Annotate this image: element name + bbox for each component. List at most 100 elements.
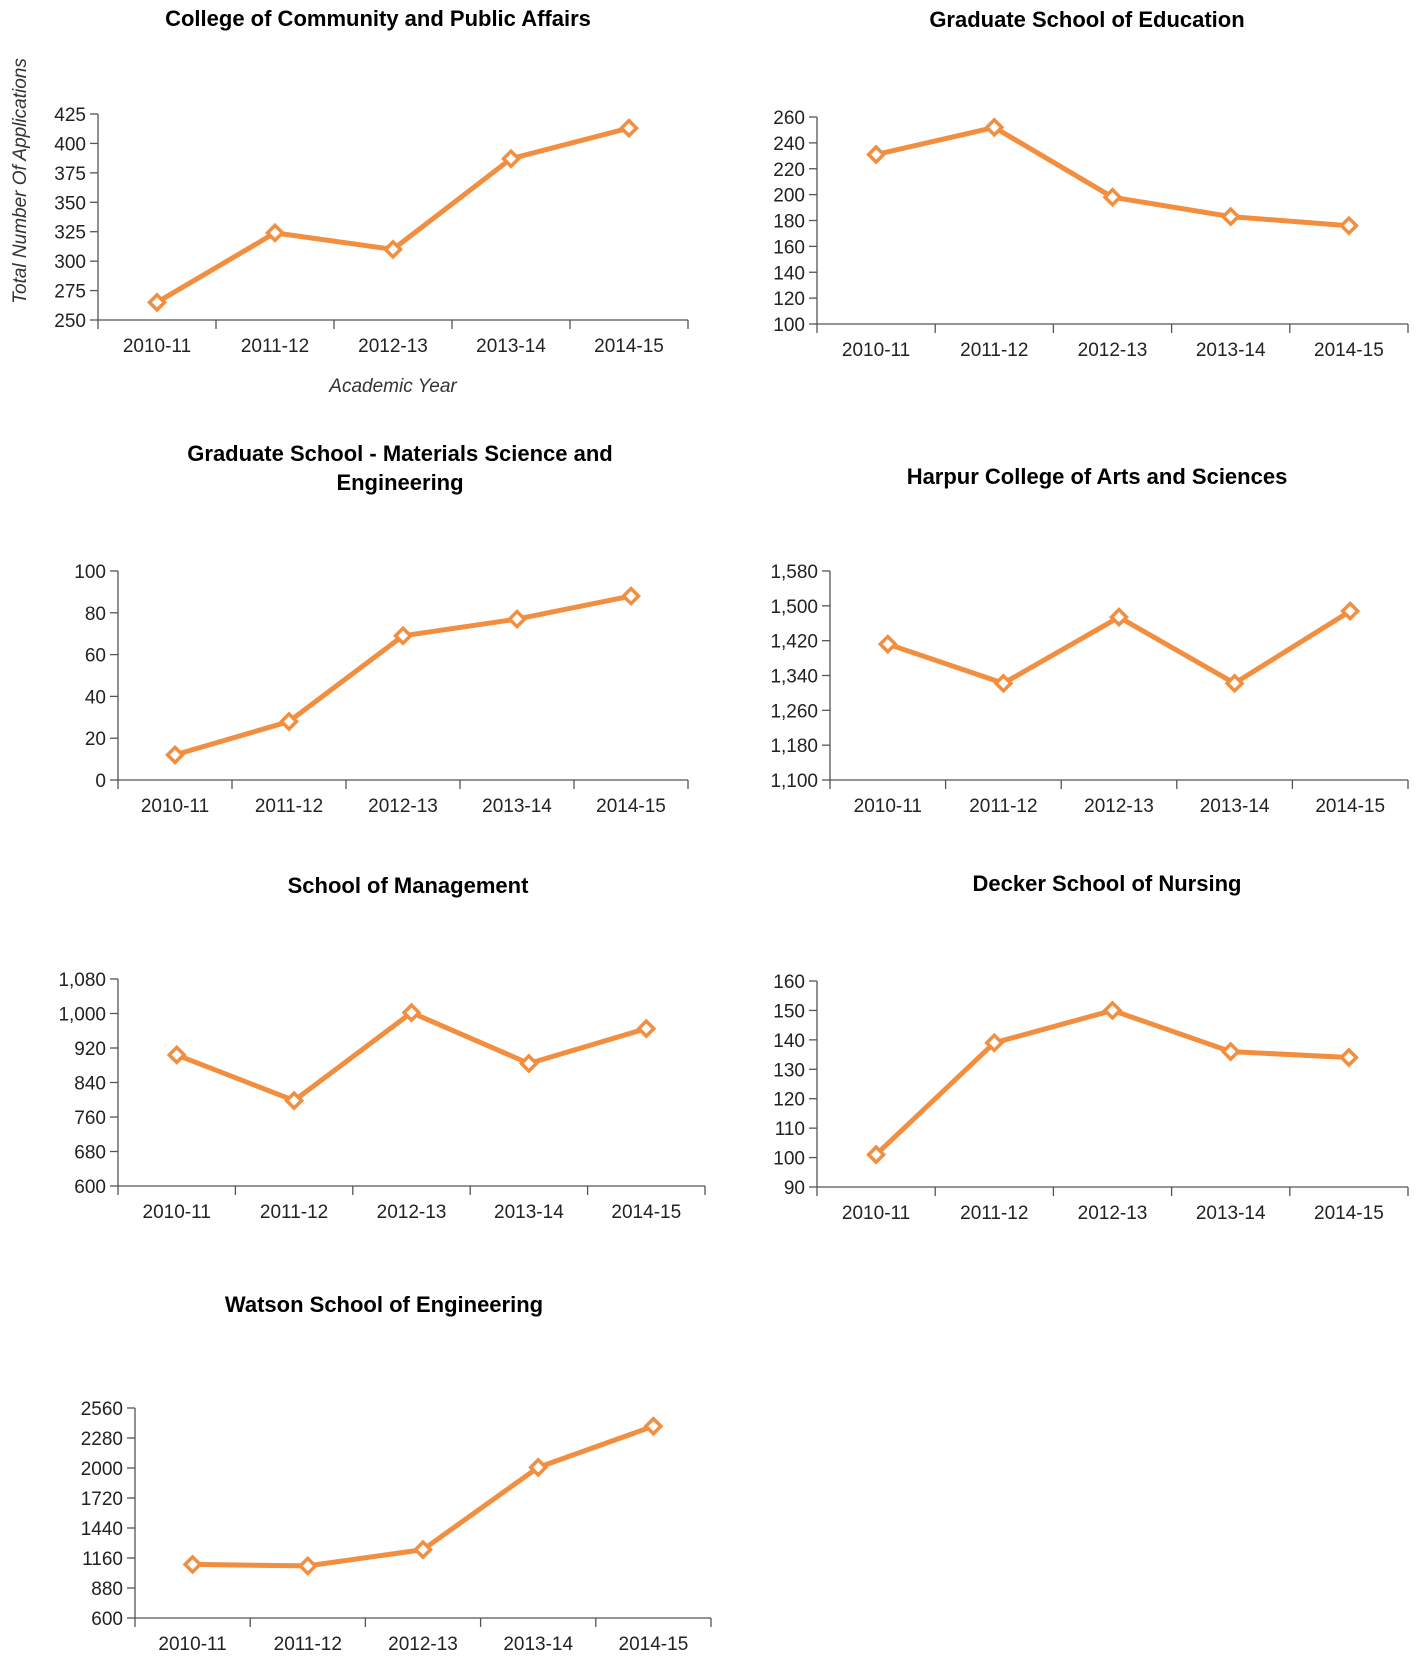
data-point-marker bbox=[413, 1539, 433, 1560]
data-point-marker bbox=[383, 239, 403, 260]
y-tick-label: 60 bbox=[85, 646, 106, 667]
x-tick-label: 2011-12 bbox=[960, 1203, 1028, 1224]
y-tick-label: 1,500 bbox=[770, 597, 818, 618]
y-tick-label: 180 bbox=[773, 212, 805, 233]
y-tick-label: 1720 bbox=[81, 1489, 123, 1510]
x-tick-label: 2011-12 bbox=[274, 1634, 342, 1655]
x-tick-label: 2014-15 bbox=[1315, 796, 1385, 817]
x-tick-label: 2011-12 bbox=[255, 796, 323, 817]
data-point-marker bbox=[877, 634, 898, 655]
x-tick-label: 2014-15 bbox=[1314, 340, 1384, 361]
y-tick-label: 1,080 bbox=[58, 970, 106, 991]
y-tick-label: 140 bbox=[773, 1031, 805, 1052]
y-tick-label: 1,420 bbox=[770, 632, 818, 653]
y-tick-label: 110 bbox=[775, 1119, 805, 1140]
x-tick-label: 2010-11 bbox=[854, 796, 922, 817]
y-tick-label: 200 bbox=[773, 186, 805, 207]
x-tick-label: 2010-11 bbox=[842, 340, 910, 361]
y-axis-title: Total Number Of Applications bbox=[10, 58, 31, 304]
chart-title: School of Management bbox=[288, 873, 529, 898]
chart-title: College of Community and Public Affairs bbox=[165, 6, 591, 31]
data-point-marker bbox=[866, 1144, 887, 1165]
data-point-marker bbox=[265, 222, 285, 243]
y-tick-label: 920 bbox=[74, 1039, 106, 1060]
y-tick-label: 1,100 bbox=[770, 771, 818, 792]
data-point-marker bbox=[1340, 601, 1361, 622]
chart-title: Graduate School - Materials Science and E… bbox=[187, 441, 612, 495]
y-tick-label: 325 bbox=[54, 223, 86, 244]
y-tick-label: 1160 bbox=[82, 1549, 123, 1570]
y-tick-label: 1,580 bbox=[770, 562, 818, 583]
x-tick-label: 2012-13 bbox=[1078, 340, 1148, 361]
y-tick-label: 250 bbox=[54, 311, 86, 332]
data-point-marker bbox=[984, 117, 1005, 138]
data-point-marker bbox=[636, 1018, 657, 1039]
data-point-marker bbox=[619, 118, 639, 139]
data-point-marker bbox=[1224, 673, 1245, 694]
chart-title: Graduate School of Education bbox=[929, 7, 1244, 32]
y-tick-label: 130 bbox=[773, 1060, 805, 1081]
series-line bbox=[154, 125, 632, 305]
x-tick-label: 2014-15 bbox=[619, 1634, 689, 1655]
y-tick-label: 680 bbox=[74, 1143, 106, 1164]
data-point-marker bbox=[507, 609, 527, 630]
data-point-marker bbox=[501, 148, 521, 169]
x-tick-label: 2010-11 bbox=[141, 796, 209, 817]
series-line bbox=[172, 593, 634, 758]
chart-harpur-college-of-arts-and-sciences: Harpur College of Arts and Sciences 1,100… bbox=[770, 464, 1409, 817]
x-tick-label: 2014-15 bbox=[611, 1202, 681, 1223]
y-tick-label: 1,260 bbox=[770, 701, 818, 722]
x-tick-label: 2011-12 bbox=[960, 340, 1028, 361]
y-tick-label: 260 bbox=[773, 108, 805, 129]
y-tick-label: 220 bbox=[773, 160, 805, 181]
x-tick-label: 2013-14 bbox=[1196, 1203, 1266, 1224]
y-tick-label: 1,340 bbox=[770, 667, 818, 688]
data-point-marker bbox=[284, 1090, 305, 1111]
data-point-marker bbox=[528, 1457, 549, 1478]
series-line bbox=[174, 1010, 649, 1104]
y-tick-label: 300 bbox=[54, 252, 86, 273]
data-point-marker bbox=[1220, 206, 1241, 227]
data-point-marker bbox=[147, 292, 167, 313]
y-tick-label: 0 bbox=[95, 771, 106, 792]
data-point-marker bbox=[1220, 1041, 1241, 1062]
y-tick-label: 20 bbox=[85, 729, 106, 750]
x-tick-label: 2012-13 bbox=[1078, 1203, 1148, 1224]
y-tick-label: 840 bbox=[74, 1074, 106, 1095]
y-tick-label: 160 bbox=[773, 237, 805, 258]
series-line bbox=[873, 1007, 1352, 1158]
x-tick-label: 2013-14 bbox=[482, 796, 552, 817]
x-tick-label: 2010-11 bbox=[158, 1634, 226, 1655]
y-tick-label: 600 bbox=[91, 1609, 123, 1630]
data-point-marker bbox=[1338, 1047, 1359, 1068]
y-tick-label: 40 bbox=[85, 687, 106, 708]
y-tick-label: 880 bbox=[91, 1579, 123, 1600]
chart-title: Harpur College of Arts and Sciences bbox=[907, 464, 1288, 489]
data-point-marker bbox=[993, 673, 1014, 694]
y-tick-label: 760 bbox=[74, 1108, 106, 1129]
data-point-marker bbox=[401, 1002, 422, 1023]
x-tick-label: 2012-13 bbox=[388, 1634, 458, 1655]
chart-college-of-community-and-public-affairs: College of Community and Public Affairs 2… bbox=[10, 6, 689, 397]
y-tick-label: 240 bbox=[773, 134, 805, 155]
data-point-marker bbox=[621, 586, 641, 607]
data-point-marker bbox=[279, 711, 299, 732]
x-tick-label: 2010-11 bbox=[842, 1203, 910, 1224]
y-tick-label: 120 bbox=[773, 1090, 805, 1111]
y-tick-label: 2560 bbox=[81, 1399, 123, 1420]
x-tick-label: 2013-14 bbox=[1196, 340, 1266, 361]
data-point-marker bbox=[165, 744, 185, 765]
chart-watson-school-of-engineering: Watson School of Engineering 600 880 1160 14… bbox=[81, 1292, 712, 1655]
data-point-marker bbox=[393, 625, 413, 646]
data-point-marker bbox=[866, 144, 887, 165]
data-point-marker bbox=[984, 1032, 1005, 1053]
chart-graduate-school-of-education: Graduate School of Education 100 120 140 160… bbox=[773, 7, 1409, 361]
y-tick-label: 1,180 bbox=[770, 736, 818, 757]
data-point-marker bbox=[643, 1416, 664, 1437]
x-tick-label: 2010-11 bbox=[143, 1202, 211, 1223]
y-tick-label: 2280 bbox=[81, 1429, 123, 1450]
x-tick-label: 2012-13 bbox=[368, 796, 438, 817]
series-line bbox=[873, 124, 1352, 229]
y-tick-label: 80 bbox=[85, 604, 106, 625]
data-point-marker bbox=[518, 1053, 539, 1074]
